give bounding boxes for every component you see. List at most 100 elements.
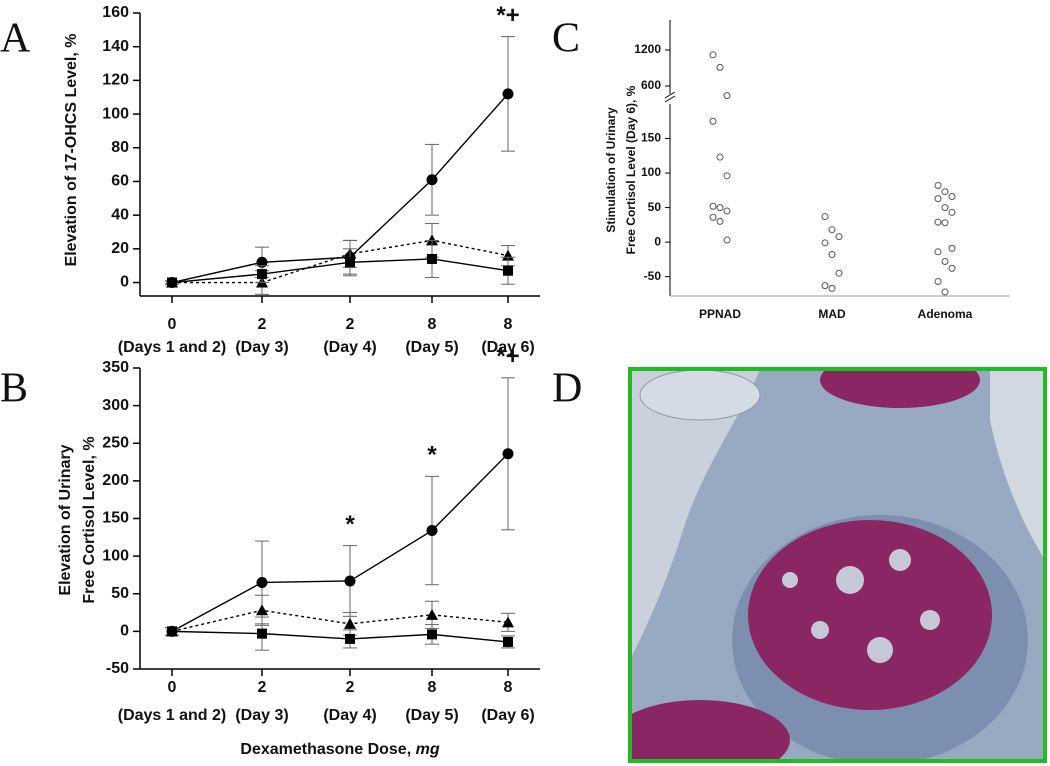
data-point — [167, 277, 177, 288]
y-axis-label: Elevation of Urinary — [57, 444, 74, 595]
data-point — [716, 217, 724, 225]
data-point — [716, 204, 724, 212]
y-tick-label: 350 — [102, 359, 129, 376]
data-point — [503, 265, 513, 276]
y-tick-label: 0 — [654, 234, 661, 248]
series-line — [171, 609, 509, 633]
annotation: * — [427, 442, 437, 469]
y-axis-label: Free Cortisol Level (Day 6), % — [624, 85, 638, 254]
y-tick-label: 100 — [641, 165, 661, 179]
data-point — [948, 208, 956, 216]
y-tick-label: 50 — [648, 200, 662, 214]
x-tick-label: Adenoma — [918, 307, 973, 321]
x-tick-sublabel: (Day 5) — [405, 339, 458, 356]
data-point — [934, 218, 942, 226]
x-tick-label: 2 — [346, 316, 355, 333]
y-tick-label: 40 — [111, 206, 129, 223]
x-tick-label: 0 — [168, 316, 177, 333]
panel-label: A — [0, 16, 31, 62]
x-tick-label: 8 — [504, 679, 513, 696]
data-point — [256, 604, 268, 616]
data-point — [257, 269, 267, 280]
data-point — [426, 174, 438, 186]
data-point — [344, 575, 356, 587]
histology-image — [628, 367, 1047, 763]
panel-label: B — [0, 366, 28, 412]
data-point — [821, 213, 829, 221]
x-tick-sublabel: (Day 3) — [235, 339, 288, 356]
y-tick-label: 160 — [102, 4, 129, 21]
data-point — [948, 244, 956, 252]
x-tick-label: 2 — [258, 316, 267, 333]
y-tick-label: 600 — [641, 78, 661, 92]
data-point — [941, 288, 949, 296]
data-point — [709, 117, 717, 125]
data-point — [257, 628, 267, 639]
data-point — [502, 88, 514, 100]
x-tick-sublabel: (Day 3) — [235, 707, 288, 724]
annotation: *+ — [496, 343, 519, 370]
data-point — [345, 257, 355, 268]
y-tick-label: 200 — [102, 472, 129, 489]
data-point — [821, 239, 829, 247]
data-point — [723, 172, 731, 180]
data-point — [941, 204, 949, 212]
y-tick-label: 100 — [102, 105, 129, 122]
data-point — [828, 284, 836, 292]
data-point — [934, 181, 942, 189]
data-point — [723, 207, 731, 215]
data-point — [345, 633, 355, 644]
data-point — [934, 277, 942, 285]
data-point — [941, 219, 949, 227]
data-point — [427, 253, 437, 264]
y-tick-label: 50 — [111, 585, 129, 602]
y-tick-label: -50 — [106, 660, 129, 677]
y-tick-label: 300 — [102, 397, 129, 414]
x-tick-sublabel: (Day 4) — [323, 339, 376, 356]
x-tick-label: PPNAD — [699, 307, 741, 321]
y-tick-label: 150 — [641, 131, 661, 145]
series-line — [171, 453, 509, 632]
data-point — [427, 629, 437, 640]
y-tick-label: 150 — [102, 510, 129, 527]
y-axis-label: Stimulation of Urinary — [604, 107, 618, 233]
data-point — [716, 63, 724, 71]
data-point — [835, 233, 843, 241]
data-point — [503, 636, 513, 647]
panel-label: C — [552, 16, 580, 62]
data-point — [723, 236, 731, 244]
y-tick-label: 120 — [102, 72, 129, 89]
x-tick-sublabel: (Day 6) — [481, 339, 534, 356]
data-point — [723, 92, 731, 100]
y-tick-label: -50 — [644, 269, 662, 283]
y-tick-label: 0 — [120, 274, 129, 291]
x-tick-label: 0 — [168, 679, 177, 696]
data-point — [502, 448, 514, 460]
data-point — [948, 264, 956, 272]
data-point — [502, 616, 514, 628]
data-point — [828, 251, 836, 259]
y-tick-label: 60 — [111, 173, 129, 190]
x-tick-sublabel: (Day 4) — [323, 707, 376, 724]
x-tick-sublabel: (Day 5) — [405, 707, 458, 724]
x-tick-label: 2 — [258, 679, 267, 696]
data-point — [426, 525, 438, 537]
x-tick-label: 8 — [428, 316, 437, 333]
series-line — [171, 93, 509, 284]
data-point — [835, 269, 843, 277]
y-tick-label: 250 — [102, 434, 129, 451]
series-line — [171, 630, 509, 643]
series-line — [172, 239, 509, 284]
data-point — [948, 193, 956, 201]
x-axis-label: Dexamethasone Dose, mg — [240, 741, 439, 758]
data-point — [709, 202, 717, 210]
x-tick-label: 8 — [428, 679, 437, 696]
y-tick-label: 20 — [111, 240, 129, 257]
x-axis-label-part: mg — [416, 741, 440, 758]
x-tick-label: 8 — [504, 316, 513, 333]
x-axis-label-part: Dexamethasone Dose, — [240, 741, 415, 758]
data-point — [941, 257, 949, 265]
data-point — [256, 576, 268, 588]
data-point — [828, 226, 836, 234]
